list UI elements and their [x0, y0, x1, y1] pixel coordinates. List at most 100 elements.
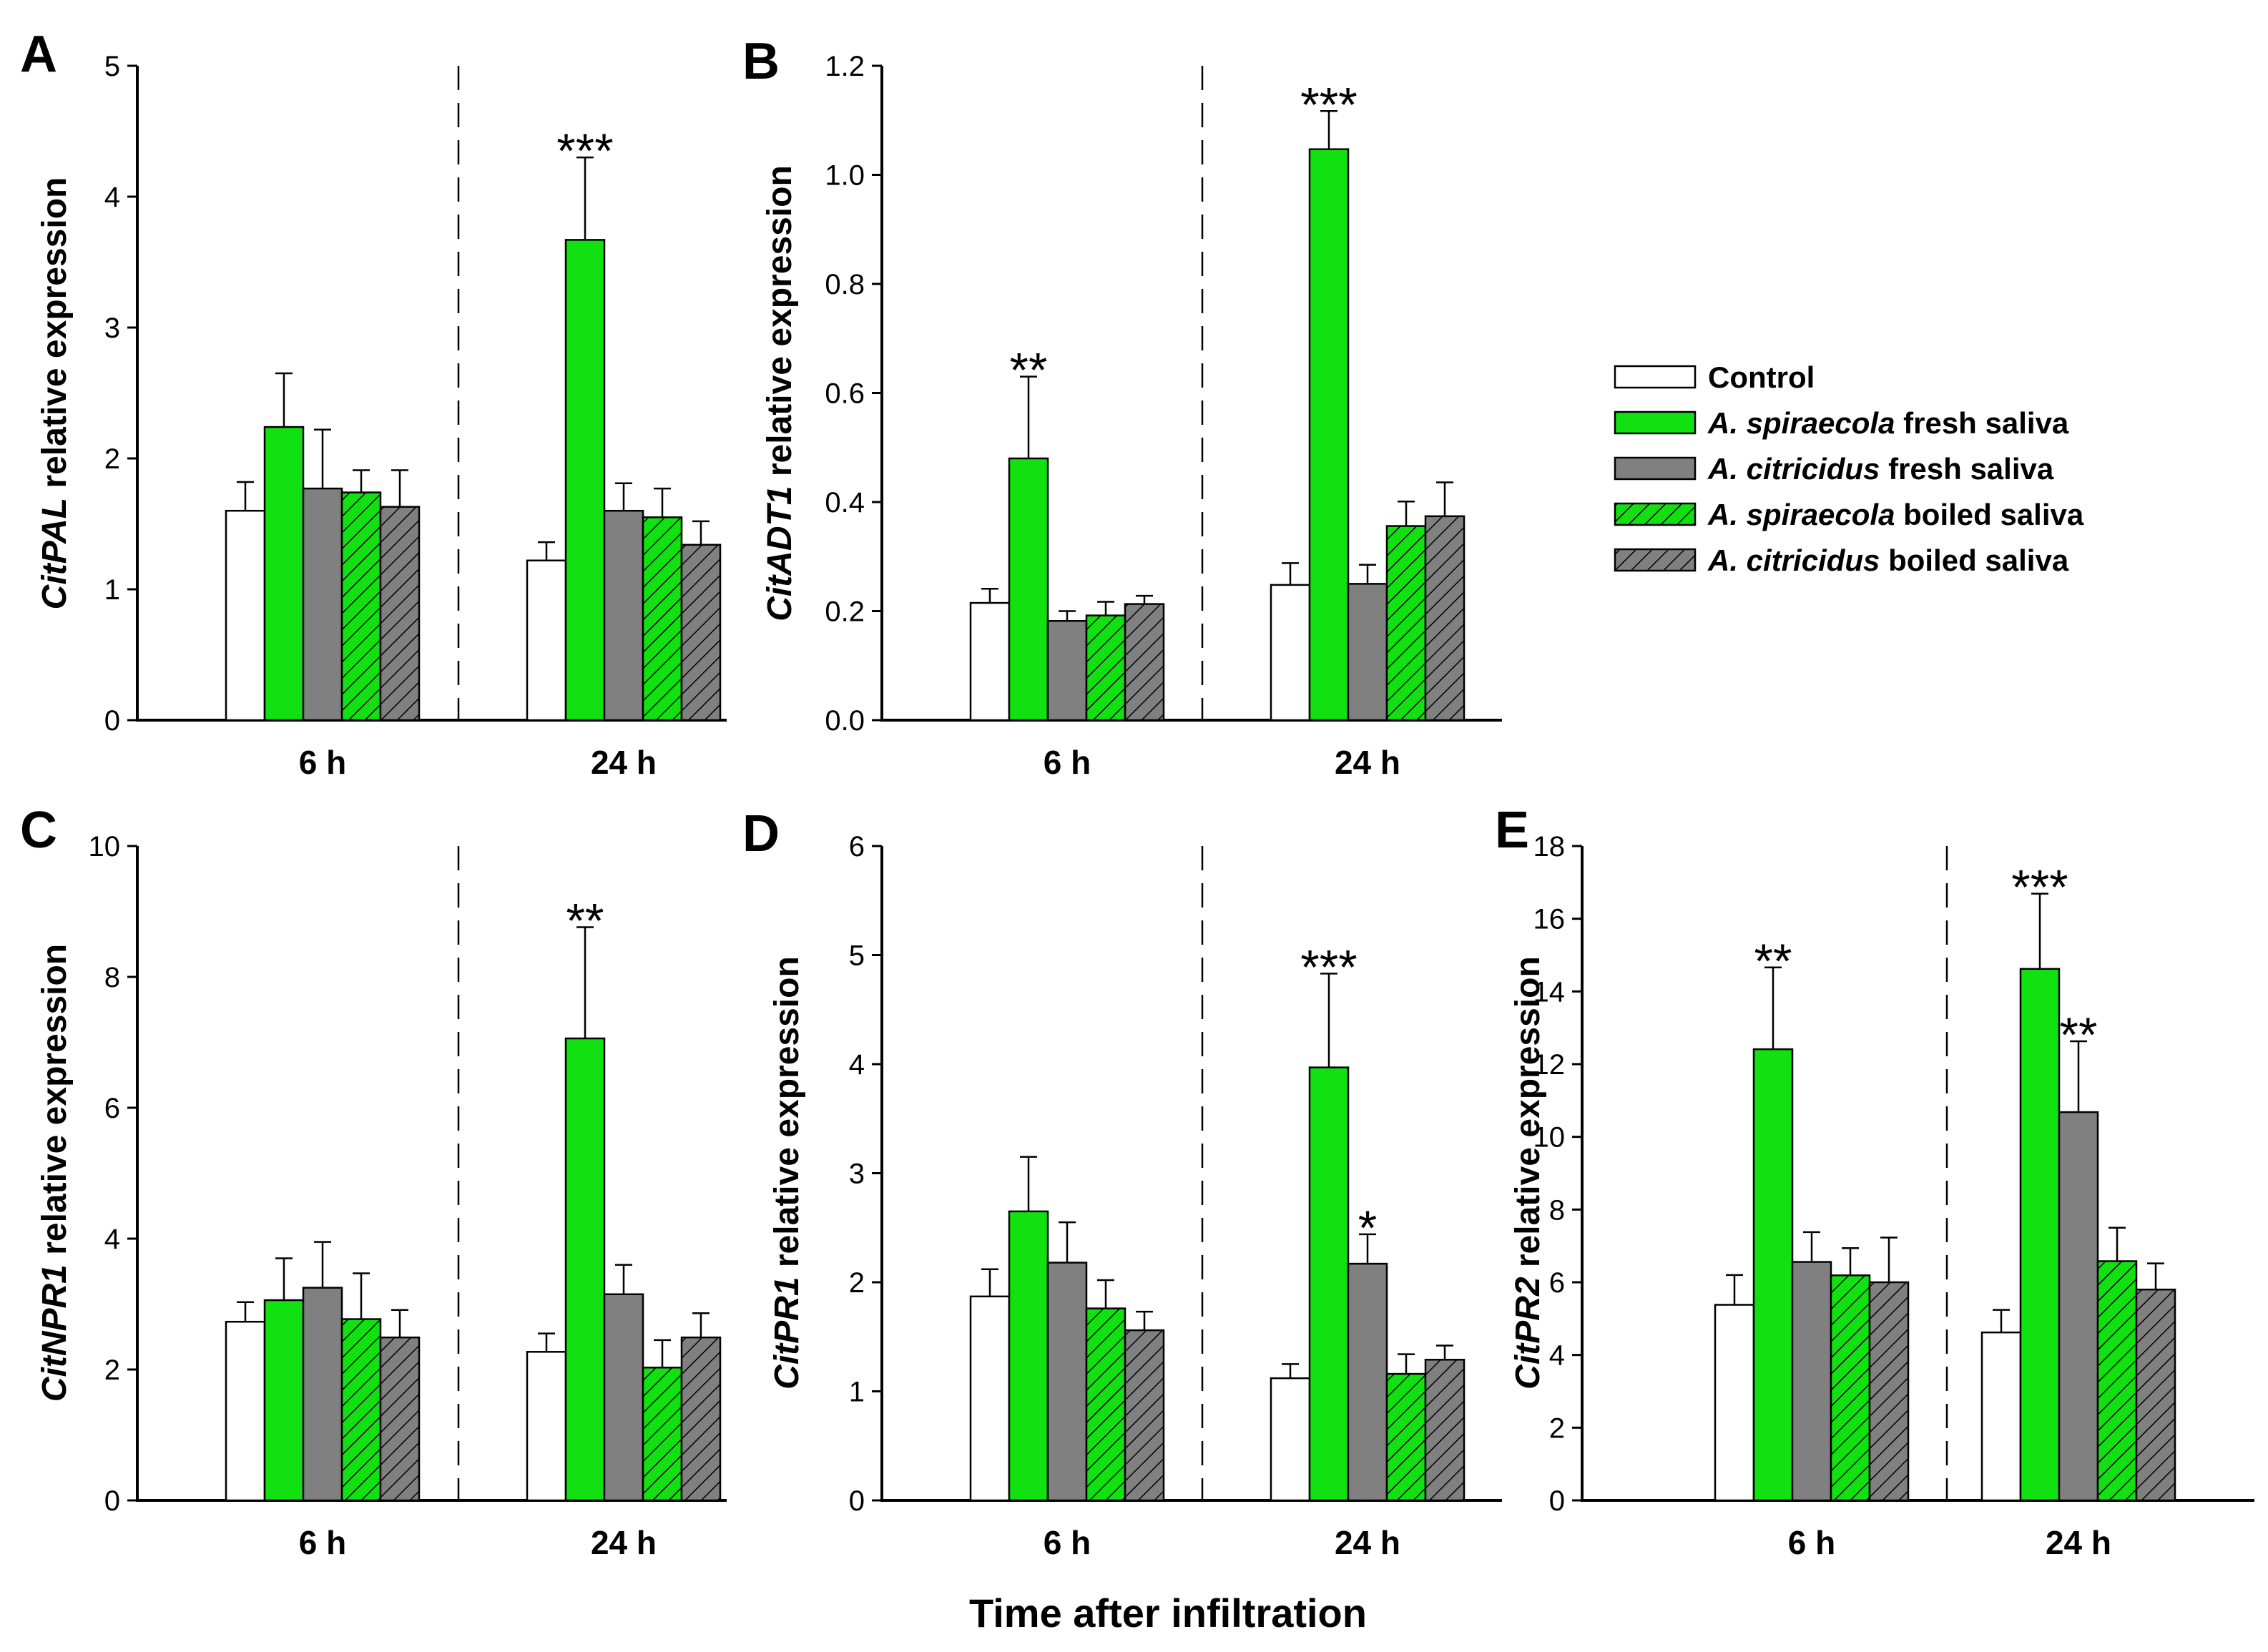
y-tick-label: 3	[849, 1159, 865, 1190]
bar	[1752, 1048, 1794, 1502]
y-tick-label: 8	[1549, 1194, 1565, 1226]
panel-d: D CitPR1 relative expression 0 1 2 3 4 5 6 6 h 24 …	[742, 805, 1502, 1561]
y-tick-label: 6	[1549, 1267, 1565, 1299]
significance-marker: **	[1754, 934, 1792, 988]
y-tick-label: 8	[104, 962, 120, 993]
legend-swatch	[1614, 502, 1697, 526]
bar	[1124, 1329, 1165, 1502]
legend-swatch	[1614, 456, 1697, 481]
bar	[379, 506, 421, 722]
y-tick-label: 10	[89, 831, 121, 862]
bar	[603, 509, 644, 722]
bar	[680, 544, 722, 722]
panel-letter: C	[20, 802, 57, 859]
y-tick-label: 12	[1533, 1049, 1566, 1081]
y-axis-label-rest: relative expression	[768, 956, 806, 1277]
legend-treatment: boiled saliva	[1895, 498, 2083, 531]
y-axis-gene-name: CitPR1	[768, 1277, 806, 1389]
bar	[225, 509, 266, 722]
panel-letter: D	[742, 805, 780, 862]
y-axis-gene-name: CitADT1	[761, 486, 799, 621]
legend-label: A. citricidus fresh saliva	[1707, 452, 2054, 486]
x-axis-title: Time after infiltration	[969, 1590, 1367, 1636]
category-label: 6 h	[299, 744, 346, 781]
bar	[1085, 614, 1126, 722]
significance-marker: ***	[556, 124, 613, 178]
significance-marker: ***	[1300, 77, 1357, 132]
bar	[1424, 515, 1466, 722]
bar	[680, 1336, 722, 1502]
bar	[1385, 1372, 1427, 1502]
legend-species: A. citricidus	[1707, 544, 1880, 577]
bar	[1124, 603, 1165, 722]
panel-b: B CitADT1 relative expression 0.0 0.2 0.4 0.6…	[742, 33, 1502, 781]
legend-species: A. spiraecola	[1707, 406, 1895, 440]
y-tick-label: 1.0	[825, 160, 865, 192]
category-label: 6 h	[299, 1524, 346, 1561]
bar	[969, 601, 1011, 722]
y-tick-label: 5	[849, 940, 865, 972]
y-axis-label: CitADT1 relative expression	[761, 165, 799, 621]
significance-marker: **	[566, 893, 604, 948]
category-label: 24 h	[1335, 1524, 1400, 1561]
bar	[1385, 525, 1427, 722]
y-tick-label: 5	[104, 51, 120, 82]
panel-e: E CitPR2 relative expression 0 2 4 6 8 10 12 14 16…	[1495, 802, 2254, 1561]
y-tick-label: 2	[104, 1354, 120, 1386]
y-tick-label: 10	[1533, 1122, 1566, 1154]
legend-treatment: boiled saliva	[1880, 544, 2068, 577]
bar	[526, 559, 567, 722]
bar	[1980, 1331, 2022, 1502]
bar	[2096, 1260, 2138, 1502]
bar	[302, 1287, 343, 1502]
y-axis-gene-name: CitPAL	[36, 498, 74, 609]
significance-marker: ***	[1300, 940, 1357, 994]
bar	[1270, 584, 1311, 722]
y-tick-label: 2	[104, 443, 120, 475]
y-tick-label: 4	[849, 1049, 865, 1081]
legend-label: A. spiraecola boiled saliva	[1707, 498, 2084, 531]
y-axis-label: CitPR2 relative expression	[1509, 956, 1547, 1390]
bar	[263, 1299, 305, 1502]
bar	[642, 1367, 683, 1502]
y-tick-label: 6	[104, 1093, 120, 1124]
panel-letter: B	[742, 33, 780, 90]
significance-marker: ***	[2011, 860, 2068, 915]
bar	[1008, 457, 1049, 722]
bar	[1046, 619, 1088, 722]
legend-treatment: Control	[1708, 360, 1815, 394]
y-tick-label: 0.6	[825, 378, 865, 410]
bar	[2019, 968, 2061, 1502]
y-tick-label: 14	[1533, 976, 1566, 1008]
bar	[603, 1293, 644, 1502]
y-tick-label: 1	[849, 1377, 865, 1408]
y-tick-label: 1	[104, 574, 120, 606]
significance-marker: **	[1010, 343, 1048, 398]
category-label: 24 h	[2046, 1524, 2111, 1561]
panel-letter: E	[1495, 802, 1529, 859]
y-tick-label: 2	[1549, 1412, 1565, 1444]
legend-item: A. spiraecola boiled saliva	[1614, 498, 2084, 531]
legend-treatment: fresh saliva	[1880, 452, 2053, 486]
bar	[1868, 1281, 1910, 1502]
bar	[1347, 583, 1388, 722]
legend-label: A. citricidus boiled saliva	[1707, 544, 2069, 577]
bar	[564, 239, 606, 722]
y-tick-label: 4	[104, 1224, 120, 1255]
panel-letter: A	[20, 26, 57, 83]
bar	[263, 426, 305, 722]
y-tick-label: 0	[104, 1485, 120, 1517]
legend-species: A. citricidus	[1707, 452, 1880, 486]
bar	[1008, 1210, 1049, 1502]
category-label: 24 h	[591, 1524, 657, 1561]
y-tick-label: 6	[849, 831, 865, 862]
bar	[526, 1351, 567, 1502]
legend-item: A. citricidus boiled saliva	[1614, 544, 2069, 577]
bar	[1830, 1274, 1871, 1502]
bar	[642, 516, 683, 722]
legend-swatch	[1614, 410, 1697, 435]
legend-label: A. spiraecola fresh saliva	[1707, 406, 2069, 440]
y-tick-label: 0.8	[825, 269, 865, 300]
legend-label: Control	[1708, 360, 1815, 394]
